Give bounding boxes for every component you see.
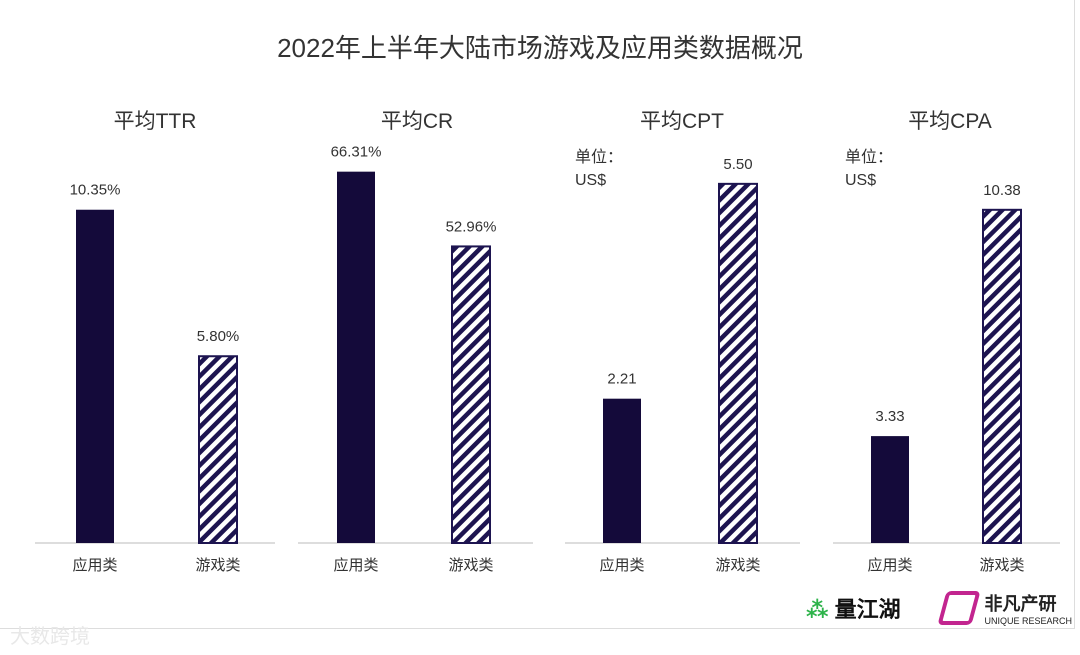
category-label: 游戏类 bbox=[195, 557, 240, 574]
unit-label: US$ bbox=[575, 172, 606, 189]
chart-title: 2022年上半年大陆市场游戏及应用类数据概况 bbox=[277, 33, 803, 63]
data-label: 5.80% bbox=[197, 328, 240, 345]
bar-app bbox=[871, 436, 909, 543]
frame bbox=[0, 0, 1075, 629]
panel-title: 平均CPT bbox=[640, 110, 724, 133]
category-label: 应用类 bbox=[599, 556, 644, 574]
lianghu-logo: ⁂ 量江湖 bbox=[806, 597, 901, 622]
data-label: 3.33 bbox=[875, 408, 904, 425]
category-label: 应用类 bbox=[867, 556, 912, 574]
data-label: 5.50 bbox=[723, 156, 752, 173]
category-label: 游戏类 bbox=[448, 557, 493, 574]
data-label: 2.21 bbox=[607, 371, 636, 388]
category-label: 应用类 bbox=[333, 556, 378, 574]
data-label: 52.96% bbox=[446, 218, 497, 235]
watermark: 大数跨境 bbox=[10, 626, 90, 648]
panel-title: 平均TTR bbox=[114, 110, 197, 133]
data-label: 10.38 bbox=[983, 182, 1021, 199]
panel-title: 平均CPA bbox=[908, 110, 992, 133]
data-label: 10.35% bbox=[70, 182, 121, 199]
bar-game bbox=[718, 182, 758, 544]
unique-research-logo: 非凡产研 UNIQUE RESEARCH bbox=[937, 590, 1072, 626]
bar-app bbox=[603, 398, 641, 543]
panel-title: 平均CR bbox=[381, 110, 453, 133]
bar-game bbox=[982, 208, 1022, 544]
data-label: 66.31% bbox=[331, 144, 382, 161]
category-label: 游戏类 bbox=[979, 557, 1024, 574]
bar-app bbox=[337, 171, 375, 543]
bar-game bbox=[198, 355, 238, 544]
unit-label: 单位： bbox=[845, 148, 893, 166]
category-label: 游戏类 bbox=[715, 557, 760, 574]
bar-app bbox=[76, 209, 114, 544]
bar-game bbox=[451, 245, 491, 544]
unit-label: US$ bbox=[845, 172, 876, 189]
lianghu-logo-icon: ⁂ bbox=[806, 597, 829, 622]
unique-logo-icon bbox=[937, 591, 981, 625]
category-label: 应用类 bbox=[72, 556, 117, 574]
unit-label: 单位： bbox=[575, 148, 623, 166]
